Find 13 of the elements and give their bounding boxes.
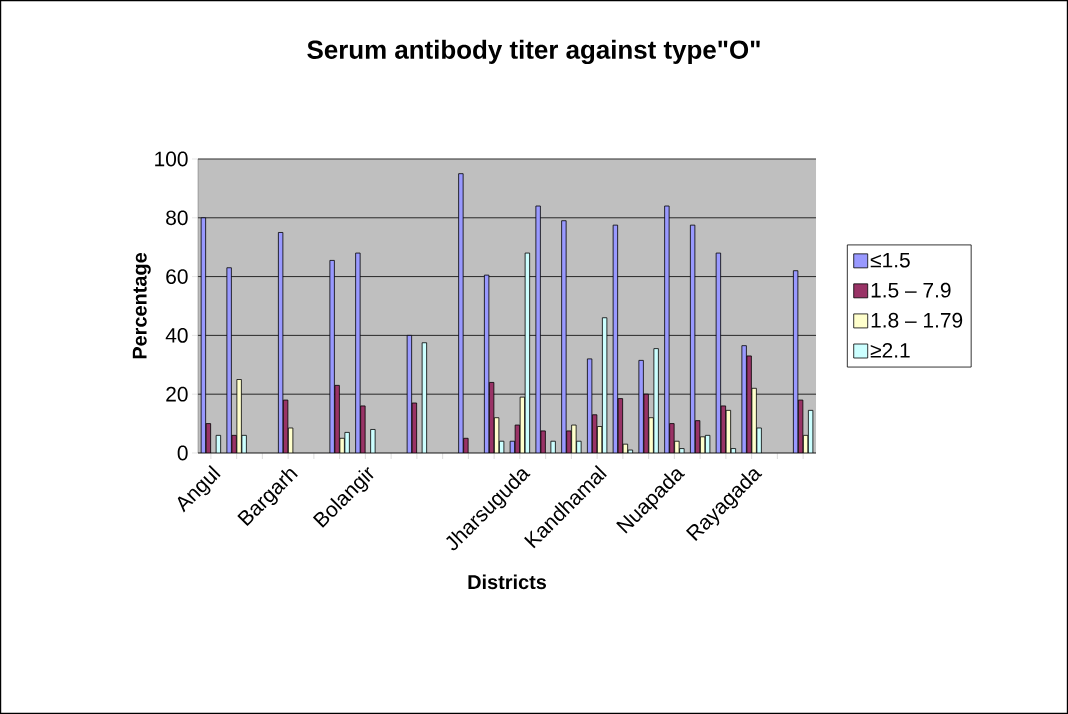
x-axis-title: Districts [468,574,547,590]
legend-label: ≥2.1 [870,342,910,358]
y-tick-label: 100 [155,151,188,167]
legend-label: 1.5 – 7.9 [871,282,951,298]
chart-title: Serum antibody titer against type"O" [307,39,760,65]
y-tick-label: 20 [166,386,188,402]
y-tick-label: 40 [165,327,188,343]
y-tick-label: 0 [177,445,188,461]
y-tick-label: 60 [166,269,188,284]
legend-label: 1.8 – 1.79 [871,312,963,328]
y-axis-title: Percentage [132,252,151,359]
y-tick-label: 80 [166,210,188,226]
legend-label: ≤1.5 [870,252,910,268]
